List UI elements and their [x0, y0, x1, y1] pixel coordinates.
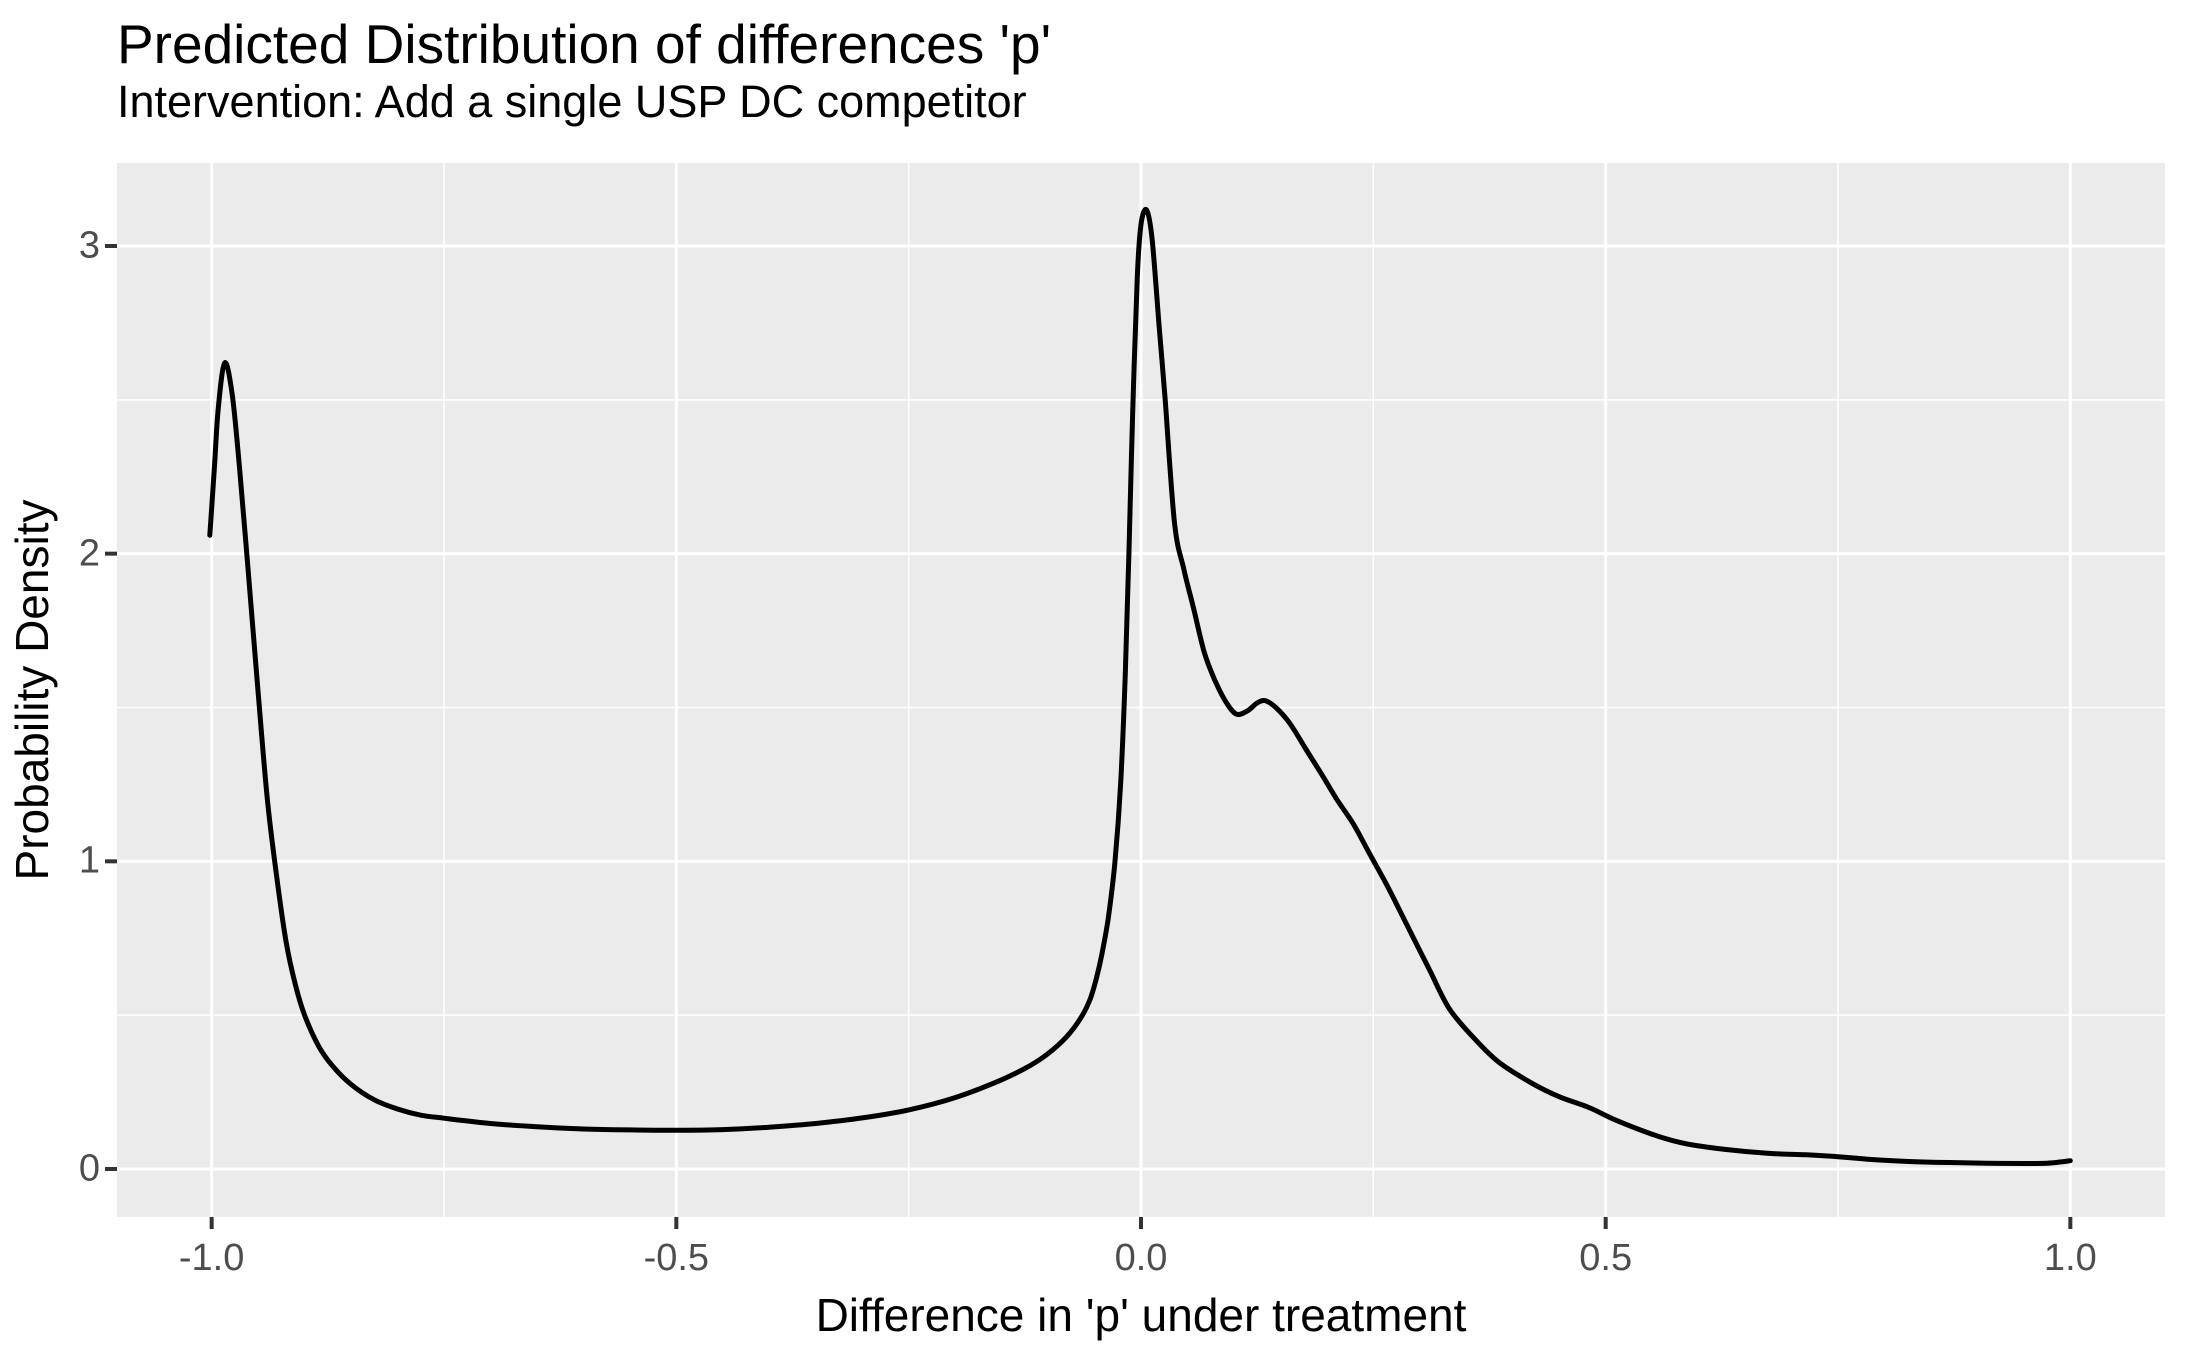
x-tick-label: 0.0 — [1114, 1237, 1168, 1279]
y-tick-label: 0 — [78, 1147, 100, 1190]
x-tick-label: 0.5 — [1579, 1237, 1633, 1279]
plot-subtitle: Intervention: Add a single USP DC compet… — [117, 76, 1027, 127]
y-tick-label: 1 — [78, 839, 100, 882]
y-tick-label: 3 — [78, 224, 100, 267]
plot-title: Predicted Distribution of differences 'p… — [117, 13, 1052, 75]
x-tick-label: -1.0 — [178, 1237, 245, 1279]
density-curve — [207, 206, 2073, 1166]
x-tick-label: -0.5 — [643, 1237, 710, 1279]
x-tick-label: 1.0 — [2043, 1237, 2097, 1279]
y-axis-title: Probability Density — [6, 499, 58, 881]
x-axis-title: Difference in 'p' under treatment — [815, 1289, 1467, 1341]
y-tick-label: 2 — [78, 532, 100, 575]
